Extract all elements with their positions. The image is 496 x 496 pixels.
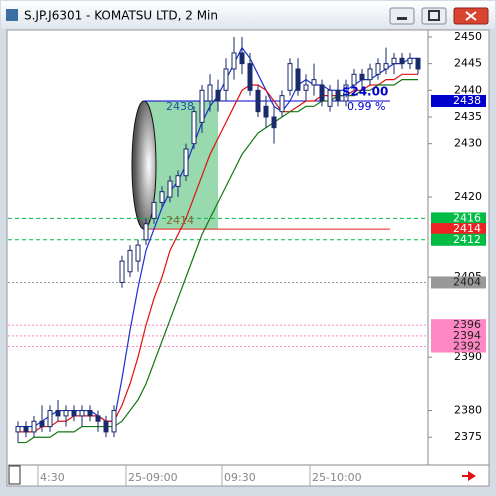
level-marker bbox=[431, 340, 486, 353]
candle-body bbox=[271, 116, 277, 129]
y-tick-label: 2380 bbox=[454, 404, 482, 417]
candle-body bbox=[167, 180, 173, 198]
candle-body bbox=[127, 249, 133, 273]
moving-average bbox=[18, 73, 418, 433]
candle-body bbox=[119, 260, 125, 283]
candle-body bbox=[71, 410, 77, 417]
candle-body bbox=[319, 84, 325, 102]
candle-body bbox=[191, 111, 197, 145]
candle-body bbox=[351, 73, 357, 86]
level-marker bbox=[431, 276, 486, 289]
moving-average bbox=[18, 79, 418, 444]
candle-body bbox=[103, 420, 109, 433]
scroll-box[interactable] bbox=[8, 465, 21, 485]
y-tick-label: 2375 bbox=[454, 430, 482, 443]
x-tick-label: 4:30 bbox=[40, 471, 65, 484]
candle-body bbox=[79, 410, 85, 417]
y-tick-label: 2430 bbox=[454, 137, 482, 150]
candle-body bbox=[183, 148, 189, 177]
candle-body bbox=[231, 52, 237, 70]
candle-body bbox=[343, 84, 349, 102]
trade-exit-label: 2438 bbox=[166, 100, 194, 113]
candle-body bbox=[295, 68, 301, 91]
candle-body bbox=[95, 415, 101, 422]
x-tick-label: 09:30 bbox=[224, 471, 256, 484]
x-tick-label: 25-09:00 bbox=[128, 471, 178, 484]
candle-body bbox=[287, 63, 293, 91]
candle-body bbox=[55, 410, 61, 417]
level-marker bbox=[431, 329, 486, 342]
candle-body bbox=[199, 89, 205, 123]
level-label: 2396 bbox=[453, 318, 481, 331]
candle-body bbox=[47, 410, 53, 428]
app-icon bbox=[6, 9, 18, 21]
level-label: 2414 bbox=[453, 222, 481, 235]
candle-body bbox=[215, 89, 221, 102]
close-icon bbox=[465, 11, 477, 21]
chart-area bbox=[6, 29, 490, 487]
level-marker bbox=[431, 319, 486, 332]
candle-body bbox=[399, 57, 405, 65]
scroll-arrow[interactable] bbox=[462, 471, 476, 481]
candle-body bbox=[239, 52, 245, 65]
trade-entry-label: 2414 bbox=[166, 214, 194, 227]
trade-percent: 0.99 % bbox=[347, 100, 385, 113]
x-tick-label: 25-10:00 bbox=[312, 471, 362, 484]
candle-body bbox=[391, 57, 397, 65]
candle-body bbox=[247, 63, 253, 91]
level-label: 2416 bbox=[453, 211, 481, 224]
candle-body bbox=[223, 68, 229, 91]
candle-body bbox=[279, 95, 285, 113]
candle-body bbox=[15, 426, 21, 433]
level-marker bbox=[431, 223, 486, 236]
candle-body bbox=[31, 420, 37, 433]
level-label: 2394 bbox=[453, 329, 481, 342]
candle-body bbox=[63, 410, 69, 417]
level-marker bbox=[431, 233, 486, 246]
y-tick-label: 2440 bbox=[454, 83, 482, 96]
window-title: S.JP.J6301 - KOMATSU LTD, 2 Min bbox=[24, 9, 218, 23]
minimize-button[interactable] bbox=[389, 7, 415, 25]
level-label: 2438 bbox=[453, 94, 481, 107]
candle-body bbox=[415, 57, 421, 70]
candle-body bbox=[383, 63, 389, 70]
y-tick-label: 2450 bbox=[454, 30, 482, 43]
maximize-icon bbox=[428, 10, 440, 21]
y-tick-label: 2420 bbox=[454, 190, 482, 203]
candle-body bbox=[407, 57, 413, 65]
candle-body bbox=[23, 426, 29, 433]
candle-body bbox=[135, 244, 141, 262]
candle-body bbox=[175, 175, 181, 187]
candle-body bbox=[143, 223, 149, 241]
plot: 2438 2414 $24.00 0.99 % bbox=[8, 36, 428, 444]
candle-body bbox=[255, 89, 261, 113]
candle-body bbox=[367, 68, 373, 81]
candle-body bbox=[87, 410, 93, 417]
candle-body bbox=[207, 84, 213, 102]
candle-body bbox=[159, 191, 165, 203]
level-label: 2404 bbox=[453, 275, 481, 288]
y-tick-label: 2390 bbox=[454, 350, 482, 363]
candle-body bbox=[303, 84, 309, 91]
y-tick-label: 2445 bbox=[454, 57, 482, 70]
candle-body bbox=[327, 89, 333, 107]
y-tick-label: 2435 bbox=[454, 110, 482, 123]
candle-body bbox=[263, 105, 269, 118]
level-marker bbox=[431, 212, 486, 225]
candle-body bbox=[111, 410, 117, 433]
level-label: 2392 bbox=[453, 340, 481, 353]
candle-body bbox=[311, 79, 317, 86]
level-label: 2412 bbox=[453, 233, 481, 246]
candle-body bbox=[39, 420, 45, 428]
candle-body bbox=[151, 201, 157, 219]
candle-body bbox=[375, 63, 381, 75]
trade-profit: $24.00 bbox=[342, 84, 388, 98]
candle-body bbox=[359, 73, 365, 81]
candle-body bbox=[335, 89, 341, 102]
minimize-icon bbox=[397, 17, 407, 20]
level-marker bbox=[431, 94, 486, 107]
